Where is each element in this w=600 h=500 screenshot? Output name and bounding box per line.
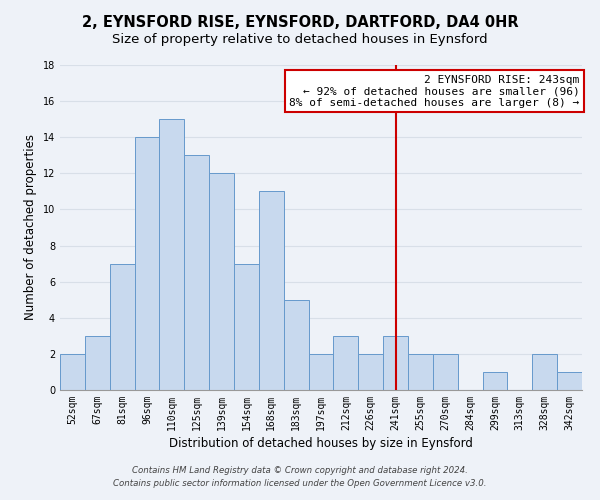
Bar bbox=[383, 336, 408, 390]
Bar bbox=[234, 264, 259, 390]
Text: 2, EYNSFORD RISE, EYNSFORD, DARTFORD, DA4 0HR: 2, EYNSFORD RISE, EYNSFORD, DARTFORD, DA… bbox=[82, 15, 518, 30]
Bar bbox=[134, 137, 160, 390]
Text: 2 EYNSFORD RISE: 243sqm
← 92% of detached houses are smaller (96)
8% of semi-det: 2 EYNSFORD RISE: 243sqm ← 92% of detache… bbox=[289, 74, 580, 108]
Bar bbox=[358, 354, 383, 390]
Bar bbox=[308, 354, 334, 390]
Bar bbox=[110, 264, 134, 390]
Bar bbox=[482, 372, 508, 390]
Bar bbox=[60, 354, 85, 390]
Bar bbox=[184, 156, 209, 390]
Bar bbox=[209, 174, 234, 390]
Y-axis label: Number of detached properties: Number of detached properties bbox=[24, 134, 37, 320]
Bar bbox=[85, 336, 110, 390]
Bar bbox=[334, 336, 358, 390]
Bar bbox=[557, 372, 582, 390]
Bar bbox=[408, 354, 433, 390]
Bar bbox=[433, 354, 458, 390]
Bar bbox=[160, 119, 184, 390]
Bar bbox=[284, 300, 308, 390]
Bar bbox=[259, 192, 284, 390]
Bar bbox=[532, 354, 557, 390]
Text: Contains HM Land Registry data © Crown copyright and database right 2024.
Contai: Contains HM Land Registry data © Crown c… bbox=[113, 466, 487, 487]
X-axis label: Distribution of detached houses by size in Eynsford: Distribution of detached houses by size … bbox=[169, 437, 473, 450]
Text: Size of property relative to detached houses in Eynsford: Size of property relative to detached ho… bbox=[112, 32, 488, 46]
